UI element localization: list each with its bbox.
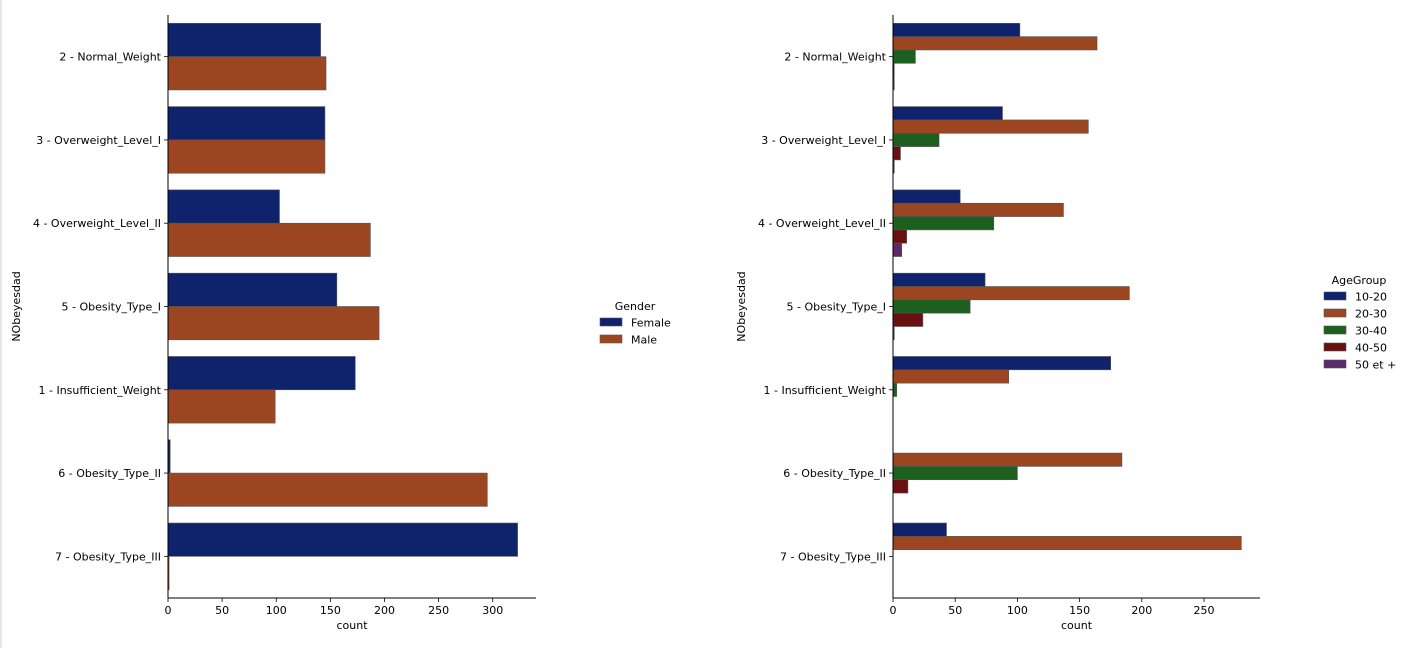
legend-swatch <box>1323 308 1347 318</box>
legend-swatch <box>1323 325 1347 335</box>
x-tick-label: 100 <box>266 604 287 617</box>
bar-agegroup-20-30-1 <box>892 36 1098 51</box>
y-tick-label: 5 - Obesity_Type_I <box>62 301 162 314</box>
y-tick-label: 6 - Obesity_Type_II <box>58 467 161 480</box>
legend-label: 50 et + <box>1355 359 1396 372</box>
legend-swatch <box>1323 342 1347 352</box>
y-axis-label: NObeyesdad <box>735 271 748 341</box>
y-tick-label: 5 - Obesity_Type_I <box>787 301 887 314</box>
bar-agegroup-30-40-2 <box>892 132 940 147</box>
x-tick-label: 300 <box>482 604 503 617</box>
bar-gender-female-7 <box>167 522 518 557</box>
bar-agegroup-20-30-4 <box>892 286 1130 301</box>
bar-agegroup-20-30-3 <box>892 202 1064 217</box>
y-tick-label: 1 - Insufficient_Weight <box>764 384 887 397</box>
x-tick-label: 100 <box>1007 604 1028 617</box>
legend-label: 30-40 <box>1355 325 1387 338</box>
y-tick-label: 2 - Normal_Weight <box>784 51 886 64</box>
x-tick-label: 200 <box>1131 604 1152 617</box>
y-tick-label: 4 - Overweight_Level_II <box>33 217 161 230</box>
agegroup-chart: 2 - Normal_Weight 3 - Overweight_Level_I 4… <box>735 15 1396 632</box>
legend-label: 10-20 <box>1355 291 1387 304</box>
bar-agegroup-10-20-3 <box>892 189 961 204</box>
legend-swatch <box>1323 291 1347 301</box>
x-tick-label: 0 <box>165 604 172 617</box>
x-tick-label: 250 <box>428 604 449 617</box>
x-tick-label: 150 <box>1069 604 1090 617</box>
y-tick-label: 6 - Obesity_Type_II <box>783 467 886 480</box>
y-axis-label: NObeyesdad <box>10 271 23 341</box>
bar-gender-female-2 <box>167 106 326 141</box>
gender-chart: 2 - Normal_Weight 3 - Overweight_Level_I 4… <box>10 15 671 632</box>
bar-gender-female-4 <box>167 272 338 307</box>
legend: AgeGroup 10-20 20-30 30-40 40-50 50 et + <box>1323 274 1396 372</box>
x-tick-label: 150 <box>320 604 341 617</box>
bar-gender-female-3 <box>167 189 280 224</box>
bar-agegroup-10-20-2 <box>892 106 1003 121</box>
x-tick-label: 200 <box>374 604 395 617</box>
x-tick-label: 50 <box>948 604 962 617</box>
legend: Gender Female Male <box>599 300 671 347</box>
bar-agegroup-10-20-4 <box>892 272 986 287</box>
y-tick-label: 3 - Overweight_Level_I <box>36 134 161 147</box>
legend-label: 20-30 <box>1355 308 1387 321</box>
bar-agegroup-30-40-6 <box>892 466 1018 481</box>
bar-agegroup-10-20-1 <box>892 23 1021 37</box>
legend-swatch <box>599 317 623 327</box>
legend-title: Gender <box>615 300 656 313</box>
y-tick-label: 7 - Obesity_Type_III <box>55 550 161 563</box>
bar-agegroup-30-40-4 <box>892 299 971 314</box>
y-tick-label: 7 - Obesity_Type_III <box>780 550 886 563</box>
bar-agegroup-10-20-7 <box>892 522 947 537</box>
bar-gender-male-4 <box>167 306 380 341</box>
x-tick-label: 50 <box>215 604 229 617</box>
bar-agegroup-40-50-4 <box>892 312 924 327</box>
y-tick-label: 1 - Insufficient_Weight <box>39 384 162 397</box>
bar-agegroup-10-20-5 <box>892 356 1112 371</box>
bar-agegroup-20-30-5 <box>892 369 1009 384</box>
bar-agegroup-20-30-7 <box>892 536 1242 550</box>
bar-agegroup-30-40-5 <box>892 382 898 397</box>
bar-gender-male-3 <box>167 222 371 257</box>
legend-label: Female <box>631 317 671 330</box>
y-tick-label: 3 - Overweight_Level_I <box>761 134 886 147</box>
bar-agegroup-20-30-6 <box>892 452 1123 467</box>
bar-gender-male-5 <box>167 389 276 424</box>
bar-agegroup-40-50-6 <box>892 479 909 494</box>
legend-label: Male <box>631 334 657 347</box>
x-axis-label: count <box>1061 619 1093 632</box>
bar-gender-female-5 <box>167 356 356 391</box>
bar-gender-male-2 <box>167 139 326 174</box>
bar-agegroup-20-30-2 <box>892 119 1089 134</box>
bar-agegroup-30-40-3 <box>892 216 995 231</box>
bar-agegroup-30-40-1 <box>892 49 916 64</box>
legend-title: AgeGroup <box>1332 274 1387 287</box>
x-tick-label: 0 <box>890 604 897 617</box>
bar-gender-male-6 <box>167 472 488 507</box>
bar-agegroup-40-50-2 <box>892 146 901 161</box>
legend-label: 40-50 <box>1355 342 1387 355</box>
bar-gender-male-1 <box>167 56 327 91</box>
y-tick-label: 4 - Overweight_Level_II <box>758 217 886 230</box>
bar-agegroup-40-50-3 <box>892 229 907 244</box>
y-tick-label: 2 - Normal_Weight <box>59 51 161 64</box>
legend-swatch <box>599 334 623 344</box>
x-tick-label: 250 <box>1194 604 1215 617</box>
bar-gender-female-1 <box>167 23 321 57</box>
bar-agegroup-50-et--3 <box>892 242 903 257</box>
x-axis-label: count <box>336 619 368 632</box>
legend-swatch <box>1323 359 1347 369</box>
